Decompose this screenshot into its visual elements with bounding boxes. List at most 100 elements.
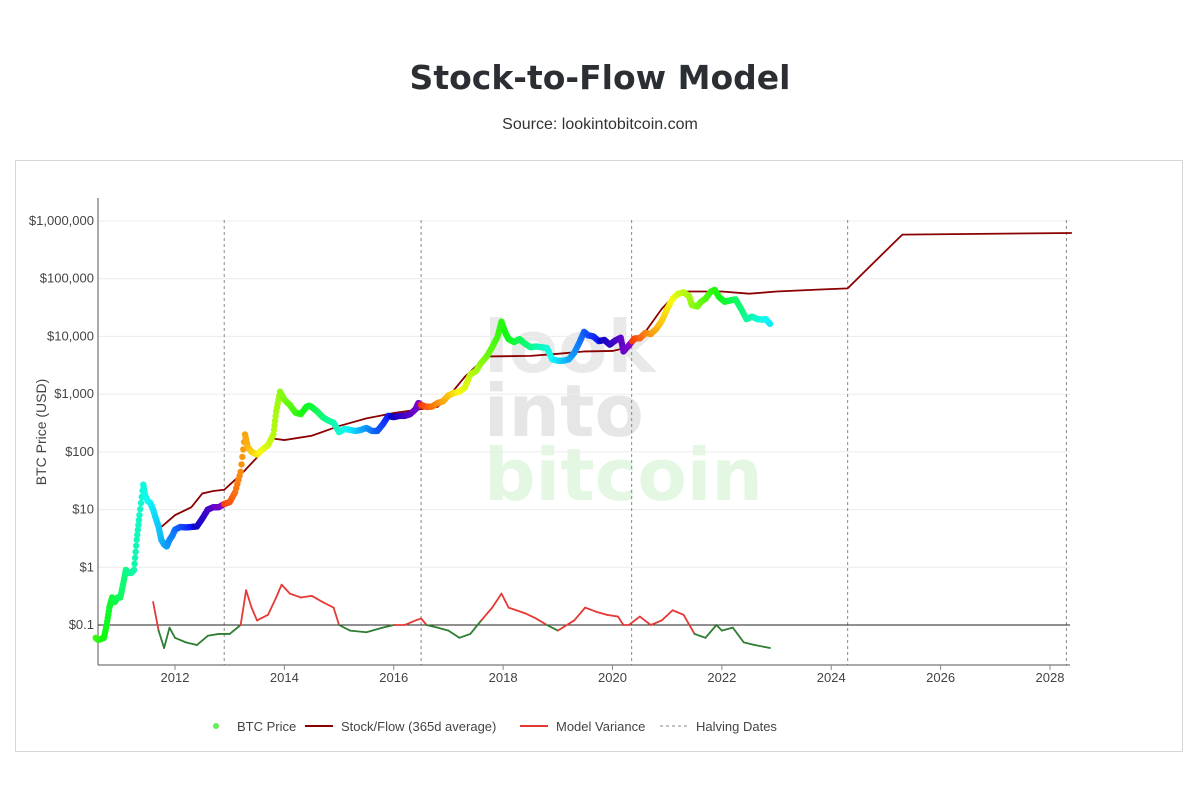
model-variance-segment: [267, 596, 278, 616]
x-tick-label: 2020: [598, 670, 627, 685]
model-variance-segment: [174, 636, 187, 644]
model-variance-segment: [731, 626, 745, 644]
btc-price-point: [237, 468, 244, 476]
y-tick-label: $1: [80, 559, 94, 574]
chart-subtitle: Source: lookintobitcoin.com: [502, 116, 698, 133]
x-tick-label: 2012: [161, 670, 190, 685]
model-variance-segment: [524, 612, 537, 620]
y-tick-label: $100: [65, 444, 94, 459]
btc-price-point: [136, 511, 143, 519]
btc-price-point: [137, 505, 144, 513]
y-tick-label: $1,000: [54, 386, 94, 401]
y-tick-label: $1,000,000: [29, 213, 94, 228]
model-variance-segment: [275, 583, 283, 599]
btc-price-point: [133, 536, 140, 543]
model-variance-segment: [349, 629, 368, 634]
watermark: look into bitcoin: [484, 305, 763, 517]
model-variance-segment: [693, 633, 707, 639]
x-tick-label: 2028: [1036, 670, 1065, 685]
model-variance-segment: [280, 583, 291, 595]
watermark-line-3: bitcoin: [484, 433, 763, 517]
model-variance-segment: [469, 619, 483, 635]
model-variance-segment: [321, 601, 335, 609]
model-variance-segment: [545, 624, 559, 632]
y-tick-label: $10,000: [47, 328, 94, 343]
model-variance-segment: [447, 629, 461, 639]
model-variance-segment: [332, 606, 340, 626]
y-axis-ticks: $0.1 $1 $10 $100 $1,000 $10,000 $100,000 $1,000…: [29, 213, 94, 632]
x-tick-label: 2018: [489, 670, 518, 685]
btc-price-point: [130, 566, 138, 574]
model-variance-segment: [660, 609, 674, 622]
chart-title: Stock-to-Flow Model: [409, 58, 791, 97]
model-variance-segment: [638, 615, 652, 626]
model-variance-segment: [671, 609, 685, 616]
btc-price-point: [132, 548, 139, 556]
y-tick-label: $0.1: [69, 617, 94, 632]
btc-price-point: [134, 526, 142, 534]
legend-item-label: Stock/Flow (365d average): [341, 719, 496, 734]
model-variance-segment: [500, 592, 510, 609]
model-variance-segment: [682, 613, 696, 635]
model-variance-segment: [381, 624, 395, 629]
btc-price-point: [134, 531, 141, 539]
model-variance-segment: [720, 626, 734, 632]
model-variance-segment: [556, 619, 576, 632]
legend: BTC Price Stock/Flow (365d average) Model …: [213, 719, 777, 734]
y-tick-label: $100,000: [40, 271, 94, 286]
model-variance-segment: [239, 589, 247, 626]
watermark-line-2: into: [484, 369, 644, 453]
model-variance-segment: [152, 601, 160, 632]
model-variance-segment: [715, 624, 723, 632]
x-tick-label: 2016: [379, 670, 408, 685]
model-variance-segment: [365, 626, 384, 634]
y-tick-label: $10: [72, 502, 94, 517]
model-variance-segment: [414, 617, 422, 622]
y-axis-label: BTC Price (USD): [33, 379, 49, 486]
model-variance-segment: [195, 634, 209, 646]
btc-price-point: [135, 521, 142, 529]
btc-price-point: [239, 453, 246, 461]
model-variance-segment: [704, 624, 718, 639]
legend-item-label: BTC Price: [237, 719, 296, 734]
model-variance-segment: [507, 606, 526, 615]
axes: [97, 198, 1070, 666]
model-variance-segment: [573, 606, 587, 622]
btc-price-point: [131, 554, 139, 562]
model-variance-series: [152, 583, 771, 649]
btc-price-point: [132, 542, 140, 549]
model-variance-segment: [250, 606, 258, 622]
model-variance-segment: [256, 613, 269, 622]
halving-lines: [223, 220, 1067, 665]
btc-price-point: [131, 560, 138, 568]
x-tick-label: 2024: [817, 670, 846, 685]
model-variance-segment: [338, 624, 351, 632]
model-variance-segment: [742, 641, 756, 646]
model-variance-segment: [535, 617, 548, 626]
model-variance-segment: [480, 606, 494, 622]
btc-price-series: [92, 286, 774, 644]
model-variance-segment: [606, 613, 619, 618]
model-variance-segment: [491, 592, 503, 609]
model-variance-segment: [617, 615, 625, 626]
x-tick-label: 2026: [926, 670, 955, 685]
model-variance-segment: [403, 619, 417, 626]
model-variance-segment: [649, 619, 663, 626]
btc-price-point: [766, 320, 774, 328]
x-tick-label: 2014: [270, 670, 299, 685]
model-variance-segment: [299, 594, 313, 599]
x-axis-ticks: 2012 2014 2016 2018 2020 2022 2024 2026 2028: [161, 665, 1065, 685]
model-variance-segment: [425, 624, 439, 629]
model-variance-segment: [436, 626, 450, 632]
model-variance-segment: [595, 610, 608, 616]
chart-panel: [15, 160, 1183, 752]
model-variance-segment: [157, 629, 165, 649]
model-variance-segment: [163, 626, 171, 649]
legend-item-label: Model Variance: [556, 719, 645, 734]
model-variance-segment: [288, 592, 302, 599]
x-tick-label: 2022: [707, 670, 736, 685]
model-variance-segment: [185, 641, 198, 646]
model-variance-segment: [628, 615, 641, 626]
model-variance-segment: [584, 606, 597, 613]
